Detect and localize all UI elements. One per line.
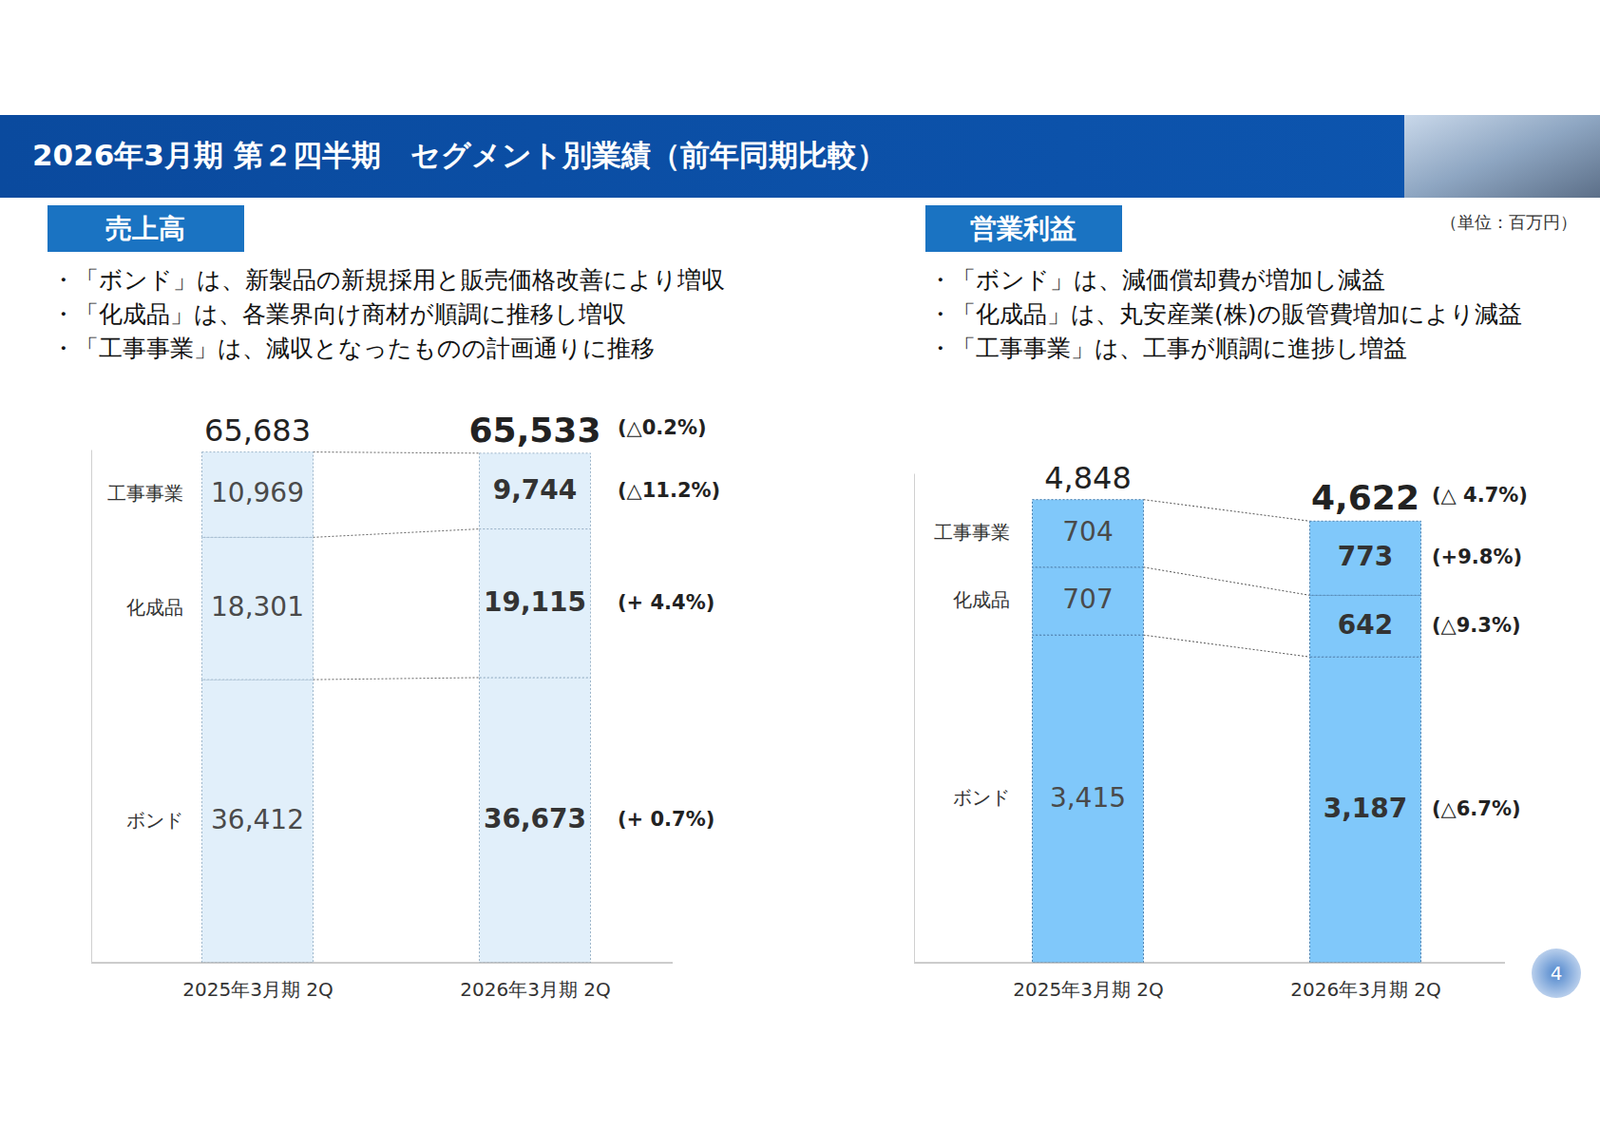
baseline [91,961,673,963]
bar-segment [479,529,591,678]
data-label: 773 [1337,540,1393,572]
x-axis: 2025年3月期 2Q 2026年3月期 2Q [182,962,610,1001]
data-label: 3,187 [1323,792,1409,824]
change-label: (+9.8%) [1431,545,1523,569]
connector [1143,567,1311,596]
baseline [914,961,1505,963]
data-label: 9,744 [493,474,578,506]
data-label: 642 [1337,609,1393,641]
segment-name: ボンド [126,808,184,832]
category-label: 2025年3月期 2Q [1012,977,1163,1001]
total-change-label: (△0.2%) [617,416,707,439]
section-title: 営業利益 [970,212,1077,245]
chart: 営業利益・「ボンド」は、減価償却費が増加し減益・「化成品」は、丸安産業(株)の販… [914,205,1528,1001]
unit-label: （単位：百万円） [1440,211,1578,232]
section-title: 売上高 [105,212,186,245]
data-label: 18,301 [210,590,305,623]
slide: 2026年3月期 第２四半期 セグメント別業績（前年同期比較） （単位：百万円） 4… [0,0,1600,1131]
section-title-box [47,205,245,252]
y-axis [914,474,915,964]
bar-segment [1032,567,1144,635]
connector [1143,499,1311,522]
total-label: 4,848 [1044,459,1132,496]
page-badge [1531,948,1581,998]
bar-segment [1310,520,1422,595]
data-label: 707 [1062,583,1113,615]
change-label: (△9.3%) [1431,613,1522,637]
connector [313,677,480,680]
connector [313,452,480,454]
x-axis-part: 2025年3月期 2Q [1012,962,1163,1001]
x-axis-part: 2026年3月期 2Q [1290,962,1441,1001]
data-label: 36,412 [210,803,305,836]
segment-name: 化成品 [952,588,1010,611]
category-label: 2025年3月期 2Q [182,977,333,1001]
data-label: 3,415 [1049,781,1126,814]
bar-segment [1032,634,1144,963]
segment-name: 工事事業 [933,520,1010,544]
connector [313,529,480,538]
total-change-label: (△ 4.7%) [1431,483,1528,507]
page-title: 2026年3月期 第２四半期 セグメント別業績（前年同期比較） [32,137,887,172]
category-label: 2026年3月期 2Q [1290,977,1441,1001]
bar-segment [202,679,314,963]
data-label: 10,969 [210,476,305,509]
change-label: (+ 0.7%) [617,807,715,831]
connector [1143,634,1311,657]
x-axis: 2025年3月期 2Q 2026年3月期 2Q [1012,962,1441,1001]
total-label: 65,683 [204,412,311,449]
x-axis-part: 2026年3月期 2Q [459,962,610,1001]
bar-segment [1310,594,1422,657]
note: ・「工事事業」は、工事が順調に進捗し増益 [928,334,1408,362]
bar-segment [479,453,591,530]
bar-segment [202,536,314,680]
bar-segment [1310,656,1422,963]
header-image [1404,114,1600,198]
bars [1032,499,1422,963]
bar-segment [479,677,591,963]
y-axis [91,450,93,964]
category-label: 2026年3月期 2Q [459,977,610,1001]
bar-segment [202,452,314,538]
change-label: (△11.2%) [617,478,721,502]
bars [202,452,591,963]
note: ・「ボンド」は、新製品の新規採用と販売価格改善により増収 [51,266,725,294]
note: ・「ボンド」は、減価償却費が増加し減益 [928,266,1386,294]
segment-name: 工事事業 [107,481,184,505]
note: ・「化成品」は、丸安産業(株)の販管費増加により減益 [928,300,1523,328]
data-label: 36,673 [483,802,587,835]
bar-segment [1032,499,1144,568]
data-label: 704 [1062,515,1113,548]
note: ・「工事事業」は、減収となったものの計画通りに推移 [51,334,655,362]
y-axis-line [914,474,915,964]
change-label: (+ 4.4%) [617,590,715,614]
header-bar [0,114,1600,198]
total-label: 4,622 [1311,477,1420,517]
data-label: 19,115 [483,586,587,618]
segment-name: 化成品 [126,595,184,619]
chart: 売上高・「ボンド」は、新製品の新規採用と販売価格改善により増収・「化成品」は、各… [47,205,725,1001]
page-number: 4 [1550,961,1563,985]
change-label: (△6.7%) [1431,797,1522,820]
section-title-box [925,205,1123,252]
total-label: 65,533 [469,410,602,450]
x-axis-part: 2025年3月期 2Q [182,962,333,1001]
segment-name: ボンド [952,785,1010,809]
note: ・「化成品」は、各業界向け商材が順調に推移し増収 [51,300,627,328]
y-axis-line [91,450,93,964]
